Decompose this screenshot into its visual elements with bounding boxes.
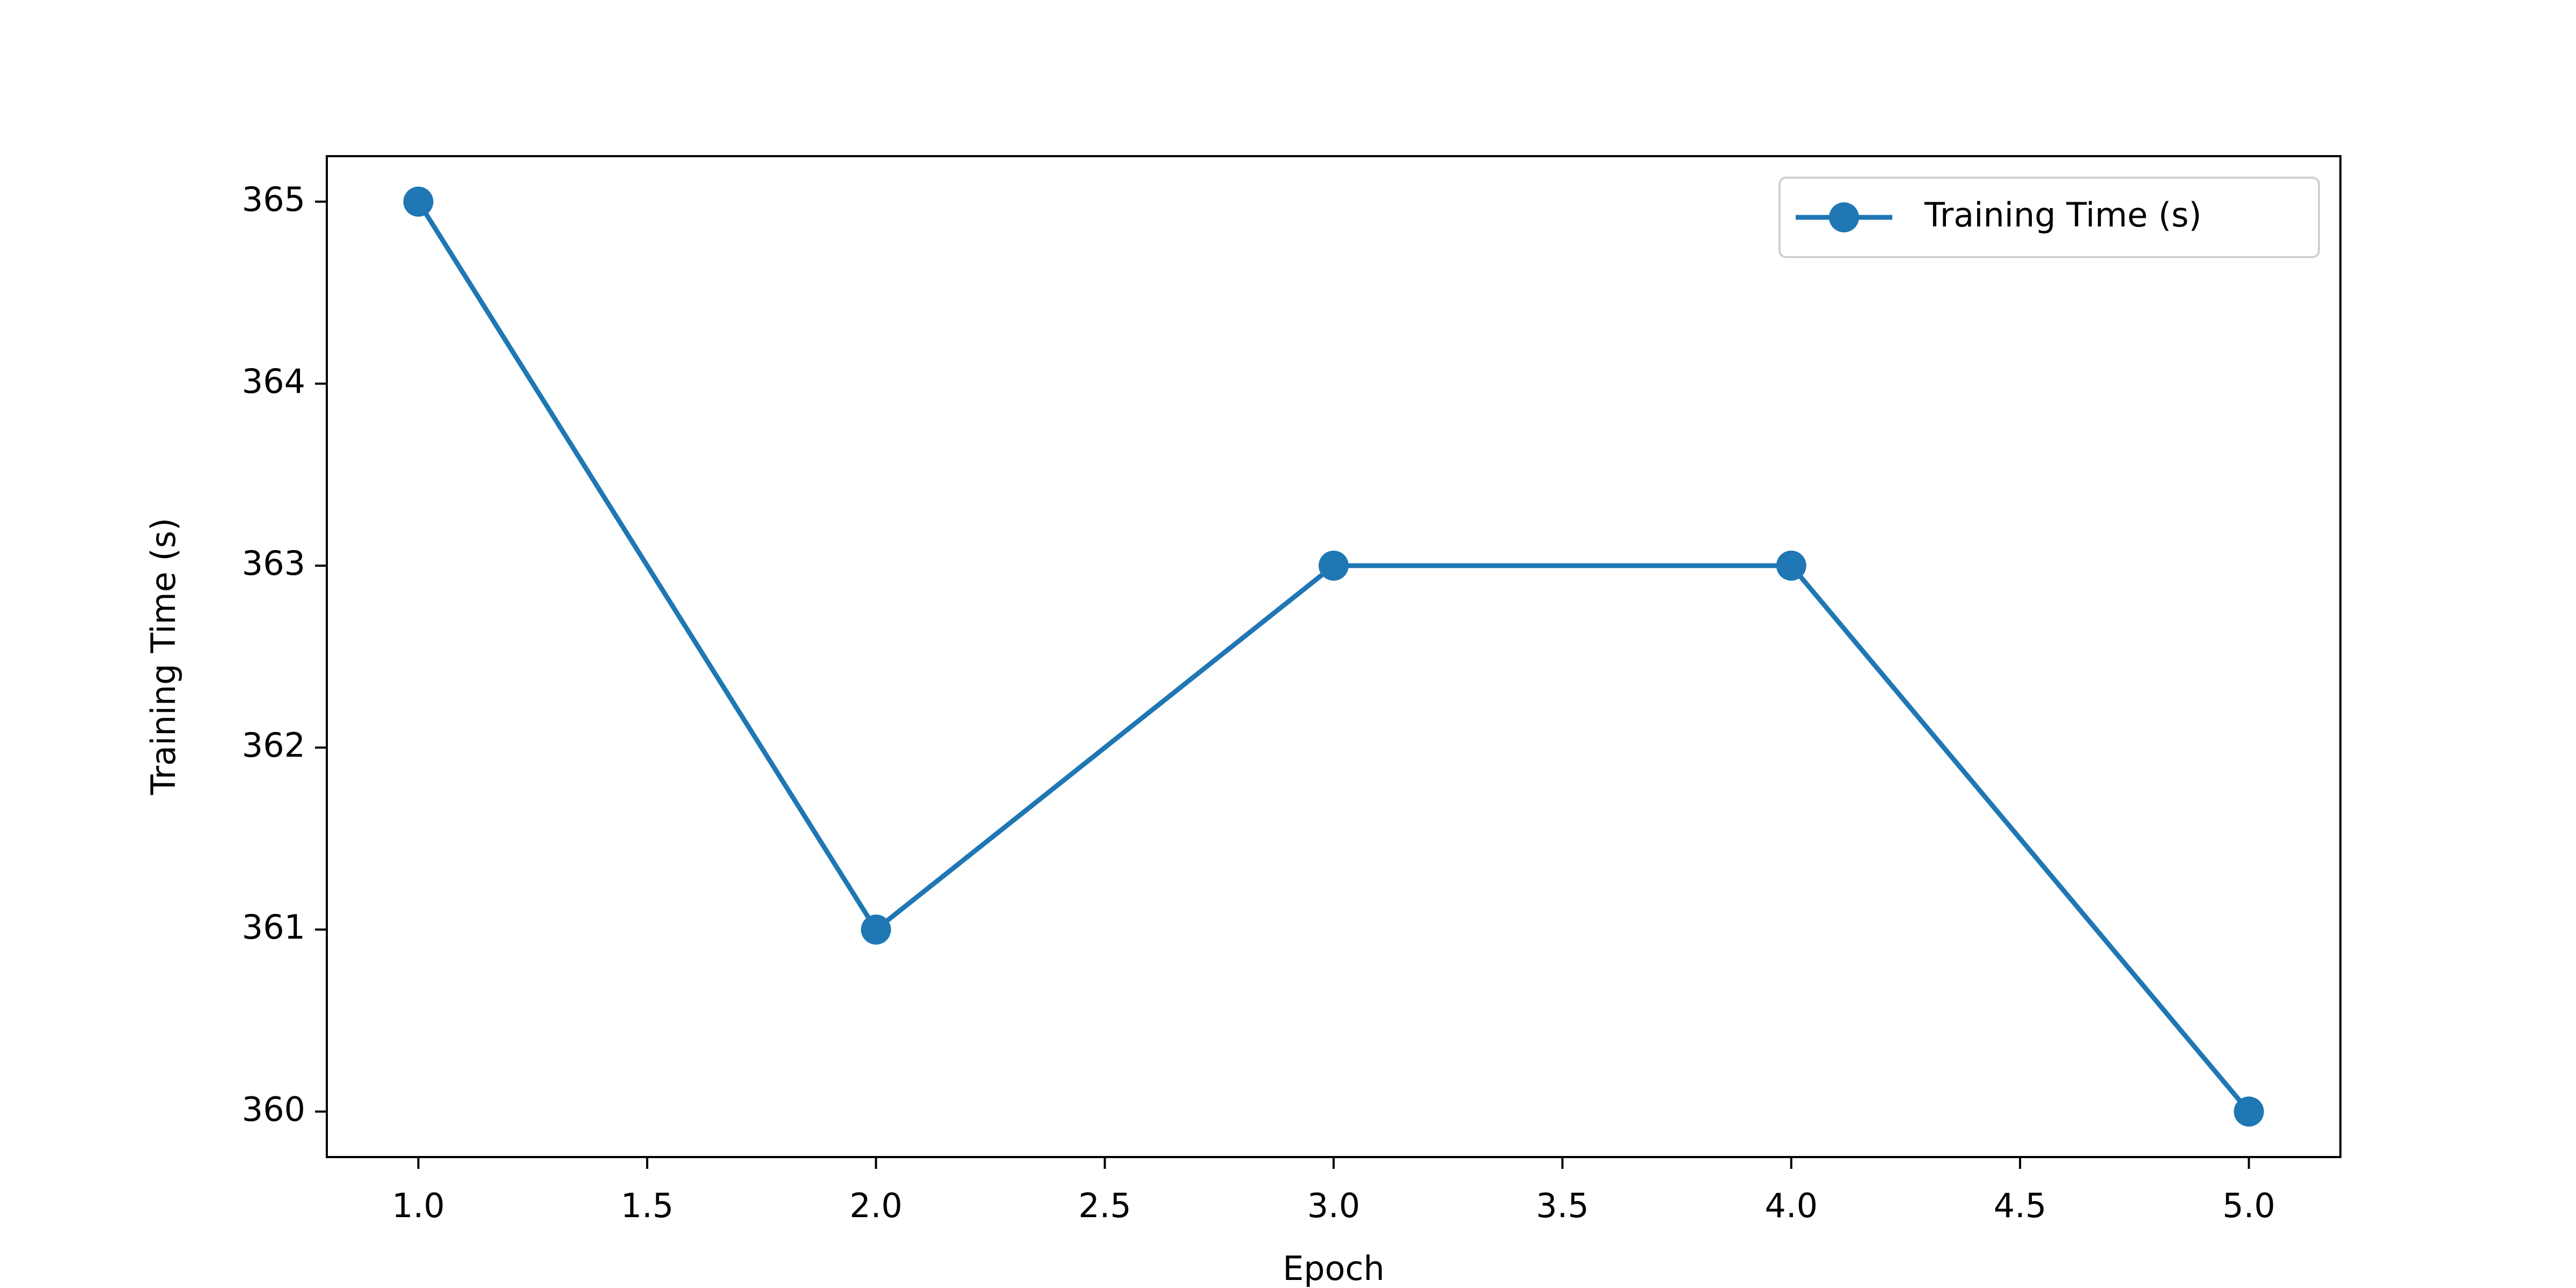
plot-frame: [326, 155, 2341, 1158]
data-point: [403, 186, 434, 217]
data-point: [1776, 550, 1806, 581]
legend-box: [1779, 177, 2320, 258]
x-tick-label: 1.5: [621, 1186, 674, 1225]
data-point: [2234, 1096, 2264, 1127]
x-tick-label: 5.0: [2222, 1186, 2275, 1225]
y-tick-label: 360: [242, 1089, 305, 1129]
y-tick-label: 362: [242, 726, 305, 765]
y-axis-label: Training Time (s): [144, 518, 183, 795]
data-point: [861, 914, 891, 945]
data-point: [1319, 550, 1349, 581]
y-tick-label: 364: [242, 362, 305, 401]
y-tick-label: 365: [242, 180, 305, 219]
x-tick-label: 4.5: [1994, 1186, 2047, 1225]
x-tick-label: 2.0: [850, 1186, 903, 1225]
x-tick-label: 3.5: [1536, 1186, 1589, 1225]
y-tick-label: 363: [242, 544, 305, 583]
x-tick-label: 4.0: [1765, 1186, 1818, 1225]
legend-label: Training Time (s): [1924, 195, 2201, 235]
x-tick-label: 3.0: [1307, 1186, 1360, 1225]
x-axis-label: Epoch: [1283, 1249, 1385, 1288]
x-tick-label: 2.5: [1078, 1186, 1131, 1225]
x-tick-label: 1.0: [392, 1186, 445, 1225]
y-tick-label: 361: [242, 908, 305, 947]
legend-marker: [1829, 202, 1859, 232]
